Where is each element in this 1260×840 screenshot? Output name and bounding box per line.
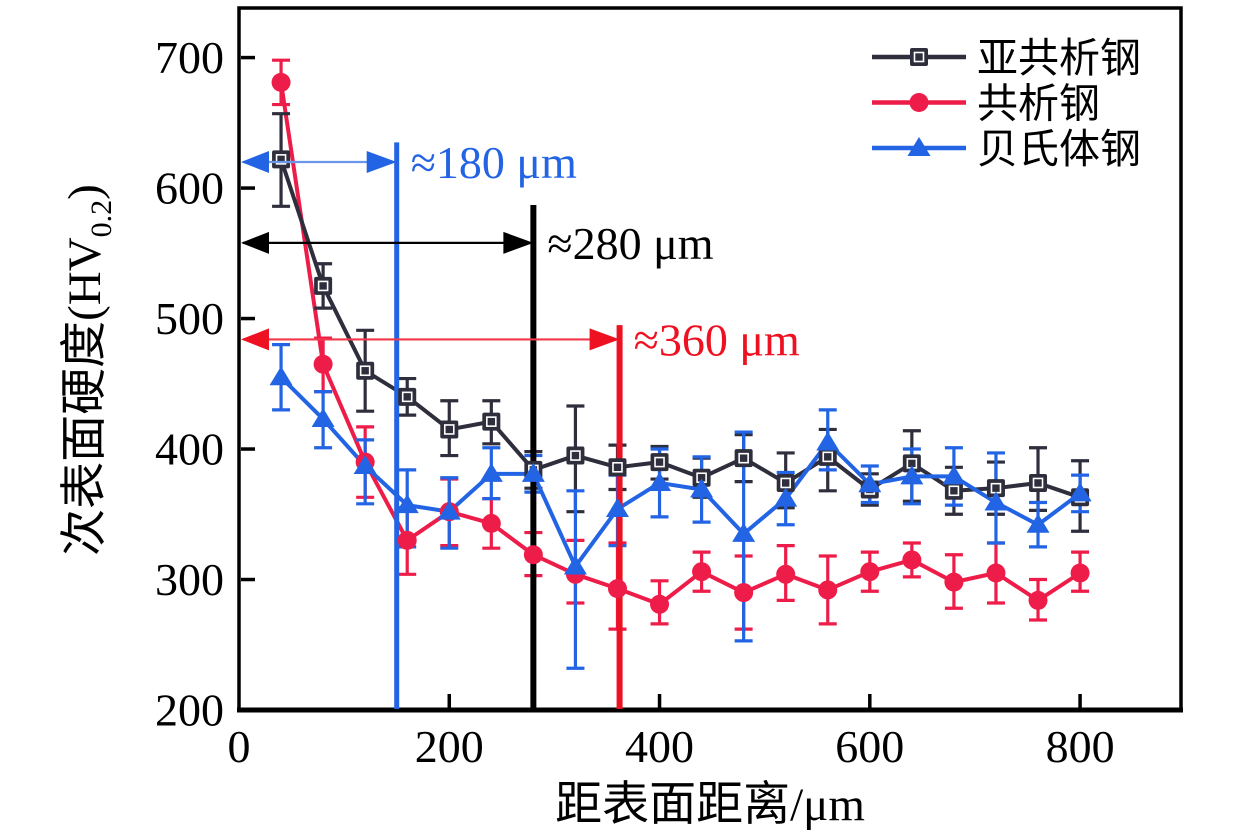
legend-item-hypoeutectoid-steel: 亚共析钢 <box>872 35 1141 81</box>
depth-arrows: ≈180 μm ≈280 μm ≈360 μm <box>241 137 800 365</box>
right-arrowhead-icon <box>503 231 534 254</box>
y-axis: 200 300 400 500 600 700 <box>155 32 255 736</box>
left-arrowhead-icon <box>241 231 269 254</box>
left-arrowhead-icon <box>241 150 269 173</box>
markers-bainitic-steel <box>269 366 1092 575</box>
x-tick-label: 200 <box>415 721 484 772</box>
axes <box>237 6 1183 713</box>
x-axis-title: 距表面距离/μm <box>555 779 865 831</box>
legend-item-eutectoid-steel: 共析钢 <box>872 81 1100 127</box>
markers-eutectoid-steel <box>271 72 1090 614</box>
x-tick-label: 400 <box>625 721 694 772</box>
x-tick-label: 0 <box>228 721 251 772</box>
y-tick-label: 700 <box>155 32 224 83</box>
axis-titles: 距表面距离/μm 次表面硬度(HV0.2) <box>59 184 865 831</box>
left-arrowhead-icon <box>241 328 269 351</box>
depth-label: ≈360 μm <box>634 314 800 365</box>
right-arrowhead-icon <box>589 328 620 351</box>
y-tick-label: 300 <box>155 554 224 605</box>
data-markers <box>269 72 1092 614</box>
hypoeutectoid-depth-arrow: ≈280 μm <box>241 218 714 269</box>
y-tick-label: 400 <box>155 424 224 475</box>
eutectoid-depth-arrow: ≈360 μm <box>241 314 800 365</box>
legend-label: 亚共析钢 <box>977 35 1141 81</box>
legend-label: 共析钢 <box>977 81 1100 127</box>
y-tick-label: 600 <box>155 163 224 214</box>
x-axis: 0 200 400 600 800 <box>228 694 1115 772</box>
depth-label: ≈180 μm <box>411 137 577 188</box>
y-tick-label: 500 <box>155 293 224 344</box>
depth-label: ≈280 μm <box>547 218 713 269</box>
bainitic-depth-arrow: ≈180 μm <box>241 137 577 188</box>
y-tick-label: 200 <box>155 685 224 736</box>
legend-label: 贝氏体钢 <box>977 126 1141 172</box>
right-arrowhead-icon <box>366 150 397 173</box>
legend-item-bainitic-steel: 贝氏体钢 <box>872 126 1141 172</box>
y-axis-title: 次表面硬度(HV0.2) <box>59 184 118 556</box>
x-tick-label: 600 <box>835 721 904 772</box>
x-tick-label: 800 <box>1046 721 1115 772</box>
